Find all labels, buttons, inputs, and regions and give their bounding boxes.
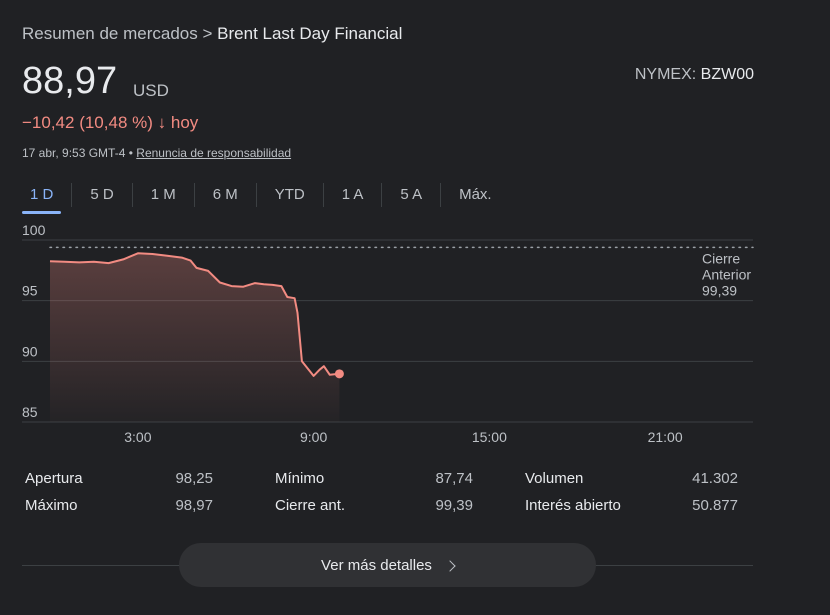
breadcrumb-current: Brent Last Day Financial [217, 24, 403, 43]
stat-value-open: 98,25 [175, 470, 213, 487]
tab-range[interactable]: 1 A [341, 186, 364, 203]
range-tabs: 1 D 5 D 1 M 6 M YTD 1 A 5 A Máx. [22, 180, 500, 214]
y-tick-label: 90 [22, 343, 38, 359]
change-value: −10,42 (10,48 %) [22, 113, 153, 132]
stat-row: Volumen 41.302 [525, 470, 738, 497]
breadcrumb: Resumen de mercados > Brent Last Day Fin… [22, 24, 402, 44]
previous-close-label: 99,39 [702, 282, 737, 298]
tab-range[interactable]: Máx. [459, 186, 492, 203]
y-tick-label: 85 [22, 404, 38, 420]
more-details-button[interactable]: Ver más detalles [179, 543, 596, 587]
stats-column-2: Mínimo 87,74 Cierre ant. 99,39 [275, 470, 473, 524]
price-line [49, 252, 340, 377]
stat-value-low: 87,74 [435, 470, 473, 487]
tab-separator [71, 183, 73, 207]
breadcrumb-separator: > [202, 24, 213, 43]
price-area [50, 253, 340, 422]
tab-separator [255, 183, 257, 207]
timestamp-text: 17 abr, 9:53 GMT-4 • [22, 146, 133, 160]
more-details-label: Ver más detalles [321, 556, 432, 574]
stat-value-high: 98,97 [175, 497, 213, 514]
stats-column-3: Volumen 41.302 Interés abierto 50.877 [525, 470, 738, 524]
tab-range[interactable]: 6 M [212, 186, 238, 203]
price-chart: 100 95 90 85 3:00 9:00 15:00 21:00 CierreAnterio… [22, 225, 754, 445]
exchange-label: NYMEX: [634, 66, 697, 83]
tab-separator [381, 183, 383, 207]
stats-column-1: Apertura 98,25 Máximo 98,97 [25, 470, 213, 524]
stat-label-open: Apertura [25, 470, 83, 487]
previous-close-label: Anterior [702, 266, 751, 282]
tab-range[interactable]: 1 M [150, 186, 176, 203]
breadcrumb-parent[interactable]: Resumen de mercados [22, 24, 198, 43]
tab-separator [131, 183, 133, 207]
chevron-right-icon [444, 559, 456, 572]
current-price: 88,97 [22, 60, 118, 102]
tab-range[interactable]: 1 D [22, 180, 62, 214]
stat-label-prev-close: Cierre ant. [275, 497, 346, 514]
stat-label-low: Mínimo [275, 470, 325, 487]
stat-label-volume: Volumen [525, 470, 584, 487]
stat-value-prev-close: 99,39 [435, 497, 473, 514]
ticker-symbol: BZW00 [700, 66, 754, 83]
tab-separator [322, 183, 324, 207]
tab-separator [193, 183, 195, 207]
stat-value-open-interest: 50.877 [692, 497, 738, 514]
x-tick-label: 15:00 [472, 429, 507, 445]
x-tick-label: 3:00 [124, 429, 151, 445]
x-tick-label: 9:00 [300, 429, 327, 445]
disclaimer-link[interactable]: Renuncia de responsabilidad [136, 146, 292, 160]
stat-label-high: Máximo [25, 497, 78, 514]
tab-range[interactable]: 5 A [400, 186, 423, 203]
stat-row: Interés abierto 50.877 [525, 497, 738, 524]
exchange-ticker: NYMEX: BZW00 [635, 66, 754, 84]
y-tick-label: 95 [22, 283, 38, 299]
change-period: hoy [170, 113, 199, 132]
stat-row: Apertura 98,25 [25, 470, 213, 497]
previous-close-label: Cierre [702, 250, 740, 266]
tab-range[interactable]: YTD [274, 186, 305, 203]
current-price-dot [334, 369, 344, 379]
price-change: −10,42 (10,48 %) ↓ hoy [22, 113, 198, 133]
y-tick-label: 100 [22, 225, 46, 238]
tab-separator [440, 183, 442, 207]
stat-value-volume: 41.302 [692, 470, 738, 487]
stat-row: Máximo 98,97 [25, 497, 213, 524]
quote-timestamp: 17 abr, 9:53 GMT-4 • Renuncia de respons… [22, 146, 291, 160]
stat-row: Cierre ant. 99,39 [275, 497, 473, 524]
stat-label-open-interest: Interés abierto [525, 497, 621, 514]
currency-label: USD [133, 81, 169, 100]
stat-row: Mínimo 87,74 [275, 470, 473, 497]
arrow-down-icon: ↓ [157, 113, 167, 132]
x-tick-label: 21:00 [648, 429, 683, 445]
tab-range[interactable]: 5 D [90, 186, 114, 203]
